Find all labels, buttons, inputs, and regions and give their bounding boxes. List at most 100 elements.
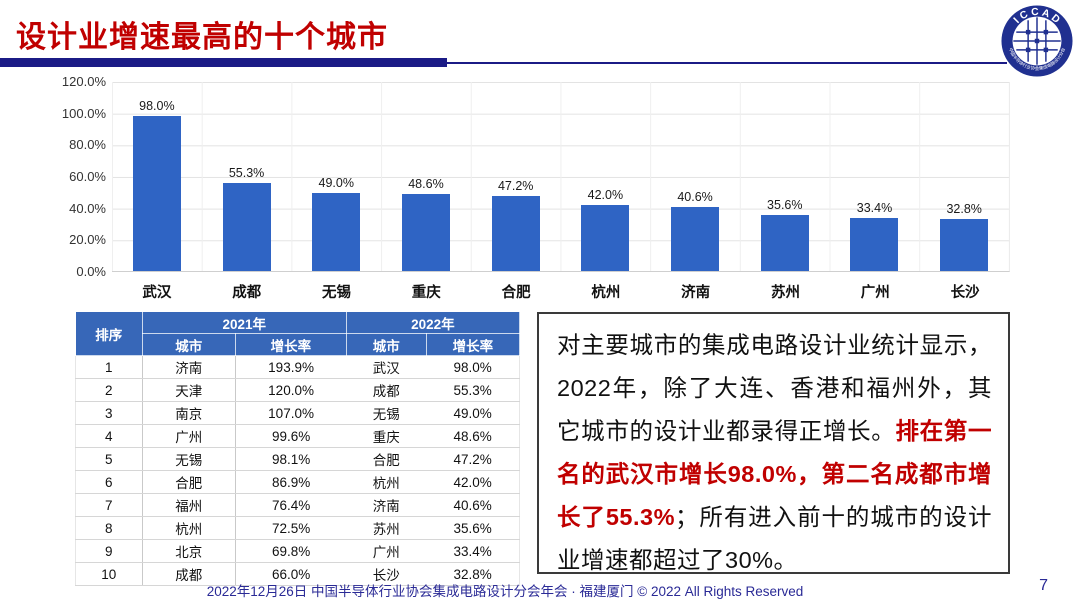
x-tick-city: 长沙: [950, 285, 980, 301]
logo-arc-text: I C C A D: [1012, 7, 1062, 26]
bar-group: 35.6%: [740, 82, 830, 271]
growth-bar-chart: 120.0% 100.0% 80.0% 60.0% 40.0% 20.0% 0.…: [60, 74, 1010, 304]
table-row: 3 南京 107.0% 无锡 49.0%: [75, 401, 521, 425]
bar-value-label: 98.0%: [139, 98, 175, 113]
cell-city-2021: 天津: [142, 378, 236, 402]
bar-group: 55.3%: [202, 82, 292, 271]
x-tick-city: 武汉: [142, 285, 172, 301]
cell-growth-2021: 86.9%: [235, 470, 347, 494]
cell-city-2021: 北京: [142, 539, 236, 563]
cell-rank: 3: [75, 401, 143, 425]
cell-growth-2022: 40.6%: [426, 493, 521, 517]
bar-value-label: 47.2%: [497, 179, 534, 194]
cell-city-2022: 长沙: [346, 562, 427, 586]
x-tick-city: 无锡: [321, 285, 351, 301]
bar-group: 47.2%: [471, 82, 561, 271]
cell-city-2022: 广州: [346, 539, 427, 563]
col-header-city-2021: 城市: [141, 333, 236, 356]
cell-city-2022: 苏州: [346, 516, 427, 540]
y-axis: 120.0% 100.0% 80.0% 60.0% 40.0% 20.0% 0.…: [61, 74, 106, 279]
footer-credit: 2022年12月26日 中国半导体行业协会集成电路设计分会年会 · 福建厦门 ©…: [206, 584, 804, 599]
summary-note-box: 对主要城市的集成电路设计业统计显示，2022年，除了大连、香港和福州外，其它城市…: [537, 312, 1010, 574]
iccad-logo-icon: I C C A D 中国半导体行业协会集成电路设计分会: [1001, 5, 1073, 77]
bar-group: 40.6%: [650, 82, 740, 271]
bar-group: 49.0%: [291, 82, 381, 271]
col-header-2022: 2022年: [345, 311, 521, 334]
bar-group: 48.6%: [381, 82, 471, 271]
ranking-table: 排序 2021年 2022年 城市 增长率 城市 增长率 1 济南 193.9%…: [75, 311, 521, 586]
cell-growth-2021: 69.8%: [235, 539, 347, 563]
cell-city-2021: 福州: [142, 493, 236, 517]
svg-text:I C C A D: I C C A D: [1012, 7, 1062, 26]
cell-city-2022: 重庆: [346, 424, 427, 448]
bar: [760, 214, 809, 271]
cell-city-2022: 杭州: [346, 470, 427, 494]
cell-city-2021: 济南: [142, 355, 236, 379]
bar-value-label: 40.6%: [677, 189, 713, 204]
cell-rank: 8: [75, 516, 143, 540]
cell-city-2022: 无锡: [346, 401, 427, 425]
bar-group: 33.4%: [830, 82, 920, 271]
col-header-city-2022: 城市: [345, 333, 427, 356]
cell-city-2022: 合肥: [346, 447, 427, 471]
cell-rank: 10: [75, 562, 143, 586]
table-row: 8 杭州 72.5% 苏州 35.6%: [75, 516, 521, 540]
table-row: 1 济南 193.9% 武汉 98.0%: [75, 355, 521, 379]
cell-growth-2021: 98.1%: [235, 447, 347, 471]
table-row: 10 成都 66.0% 长沙 32.8%: [75, 562, 521, 586]
table-row: 7 福州 76.4% 济南 40.6%: [75, 493, 521, 517]
col-header-growth-2022: 增长率: [425, 333, 521, 356]
bar-group: 42.0%: [561, 82, 651, 271]
cell-city-2021: 无锡: [142, 447, 236, 471]
bar-value-label: 33.4%: [856, 201, 893, 216]
bar: [940, 219, 989, 271]
table-row: 2 天津 120.0% 成都 55.3%: [75, 378, 521, 402]
x-tick-city: 成都: [232, 285, 262, 301]
cell-growth-2021: 76.4%: [235, 493, 347, 517]
bar-value-label: 48.6%: [408, 177, 444, 191]
cell-city-2021: 合肥: [142, 470, 236, 494]
cell-rank: 7: [75, 493, 143, 517]
note-text-black-2: ；所有进入前十的城市的设计业增速都超过了30%。: [557, 504, 993, 573]
cell-rank: 6: [75, 470, 143, 494]
col-header-rank: 排序: [75, 311, 143, 356]
col-header-growth-2021: 增长率: [234, 333, 347, 356]
page-number: 7: [1039, 577, 1048, 594]
cell-growth-2021: 193.9%: [235, 355, 347, 379]
bar: [312, 193, 361, 271]
col-header-2021: 2021年: [141, 311, 347, 334]
bar: [222, 183, 271, 271]
cell-rank: 9: [75, 539, 143, 563]
bar: [401, 194, 450, 271]
bar: [132, 115, 181, 271]
cell-growth-2022: 35.6%: [426, 516, 521, 540]
cell-growth-2021: 72.5%: [235, 516, 347, 540]
bar: [850, 218, 899, 271]
note-text-black-1: 对主要城市的集成电路设计业统计显示，2022年，除了大连、香港和福州外，其它城市…: [557, 332, 992, 444]
bar: [581, 204, 630, 271]
cell-city-2021: 杭州: [142, 516, 236, 540]
cell-city-2021: 广州: [142, 424, 236, 448]
cell-city-2022: 武汉: [346, 355, 427, 379]
cell-growth-2021: 99.6%: [235, 424, 347, 448]
cell-growth-2022: 32.8%: [426, 562, 521, 586]
bar: [491, 196, 540, 271]
table-row: 4 广州 99.6% 重庆 48.6%: [75, 424, 521, 448]
plot-area: 98.0% 55.3% 49.0% 48.6% 47.2% 42.0%: [112, 82, 1010, 272]
cell-growth-2022: 47.2%: [426, 447, 521, 471]
bar-value-label: 35.6%: [767, 197, 803, 212]
cell-growth-2021: 107.0%: [235, 401, 347, 425]
title-underline-thick: [0, 58, 447, 67]
cell-growth-2022: 42.0%: [426, 470, 521, 494]
cell-growth-2022: 55.3%: [426, 378, 521, 402]
cell-growth-2021: 120.0%: [235, 378, 347, 402]
cell-city-2022: 济南: [346, 493, 427, 517]
bar-value-label: 55.3%: [228, 166, 265, 181]
table-row: 6 合肥 86.9% 杭州 42.0%: [75, 470, 521, 494]
cell-growth-2022: 98.0%: [426, 355, 521, 379]
bar: [671, 206, 720, 271]
cell-growth-2022: 48.6%: [426, 424, 521, 448]
cell-growth-2022: 33.4%: [426, 539, 521, 563]
title-underline-thin: [447, 62, 1007, 64]
